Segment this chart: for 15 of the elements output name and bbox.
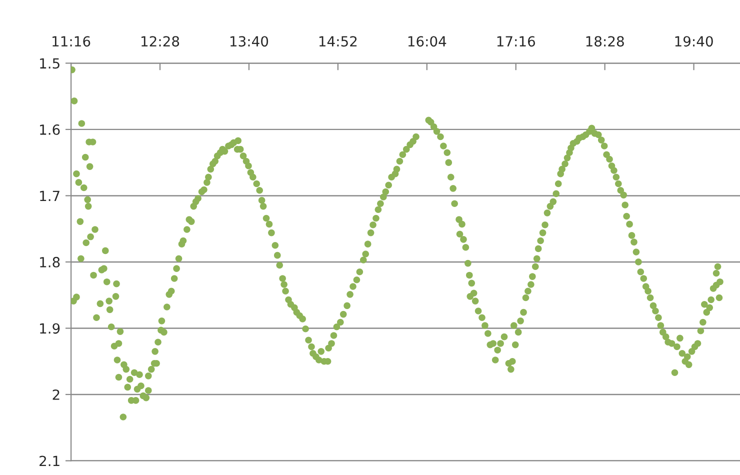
x-tick-label: 19:40 [675,36,713,47]
x-tick-label: 13:40 [230,36,268,47]
x-tick-label: 16:04 [408,36,446,47]
y-tick-label: 2 [52,389,60,400]
x-tick-label: 14:52 [319,36,357,47]
y-tick-label: 1.6 [40,124,60,135]
y-tick-label: 1.7 [40,190,60,201]
x-tick-label: 11:16 [52,36,90,47]
x-tick-label: 17:16 [497,36,535,47]
x-tick-label: 18:28 [586,36,624,47]
y-tick-label: 1.8 [40,256,60,268]
x-tick-label: 12:28 [142,36,180,47]
y-tick-label: 1.9 [40,323,60,334]
y-tick-label: 1.5 [40,58,60,69]
y-tick-label: 2.1 [40,456,60,466]
